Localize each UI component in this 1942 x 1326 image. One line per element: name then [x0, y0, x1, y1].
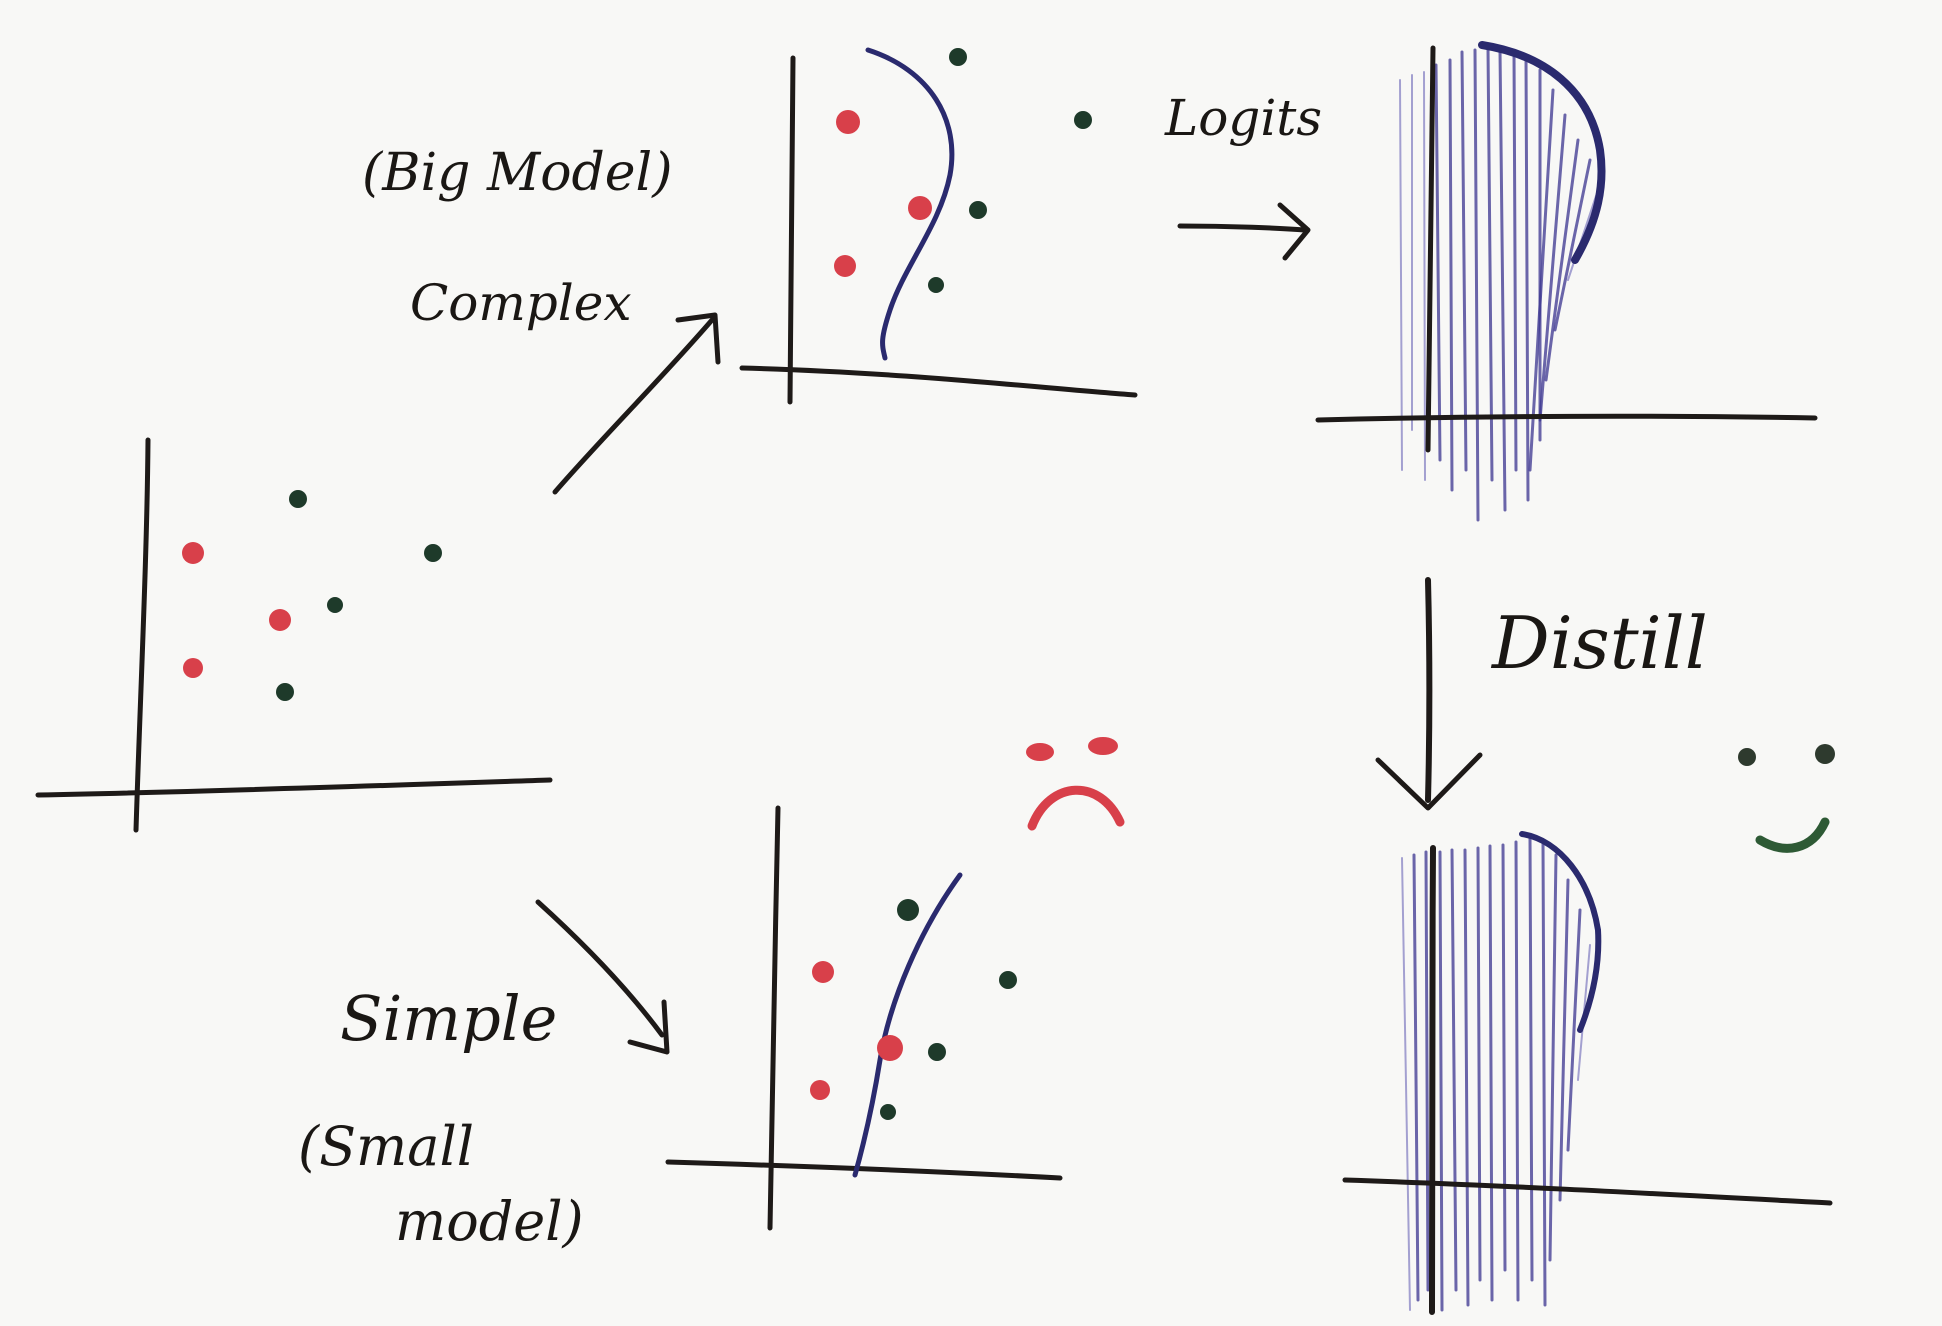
red-point	[810, 1080, 830, 1100]
decision-boundary-complex	[865, 47, 955, 361]
green-point	[1074, 111, 1092, 129]
red-point	[812, 961, 834, 983]
red-point	[182, 542, 204, 564]
y-axis	[133, 437, 151, 833]
y-axis	[1425, 45, 1436, 453]
arrow-logits	[1177, 202, 1311, 261]
green-point	[999, 971, 1017, 989]
y-axis	[767, 805, 781, 1231]
green-point	[928, 277, 944, 293]
red-point	[836, 110, 860, 134]
green-point	[969, 201, 987, 219]
x-axis	[1342, 1177, 1833, 1206]
logits-top-curve	[1478, 41, 1606, 264]
logits-top-curve	[1519, 831, 1602, 1033]
arrow-to-complex	[552, 312, 721, 495]
sad-face-icon	[1026, 737, 1125, 831]
small-model-label-line2: model)	[395, 1190, 584, 1253]
green-point	[424, 544, 442, 562]
red-point	[877, 1035, 903, 1061]
x-axis	[35, 777, 553, 798]
plot-logits-teacher	[1315, 41, 1818, 522]
big-model-label: (Big Model)	[362, 143, 672, 203]
green-point	[897, 899, 919, 921]
distill-label: Distill	[1490, 601, 1708, 685]
red-point	[834, 255, 856, 277]
plot-complex-model	[739, 47, 1138, 405]
green-point	[276, 683, 294, 701]
y-axis	[787, 55, 796, 405]
happy-face-icon	[1738, 744, 1835, 853]
simple-label: Simple	[340, 982, 557, 1055]
red-point	[908, 196, 932, 220]
arrow-distill	[1375, 577, 1483, 811]
plot-simple-model	[665, 805, 1063, 1231]
small-model-label-line1: (Small	[298, 1115, 474, 1178]
green-point	[289, 490, 307, 508]
x-axis	[739, 365, 1138, 398]
green-point	[928, 1043, 946, 1061]
x-axis	[665, 1159, 1063, 1181]
plot-raw-data	[35, 437, 553, 833]
arrow-to-simple	[535, 899, 670, 1055]
complex-label: Complex	[410, 274, 632, 332]
plot-logits-student	[1342, 831, 1833, 1315]
green-point	[880, 1104, 896, 1120]
x-axis	[1315, 413, 1818, 423]
logits-shading	[1401, 836, 1591, 1312]
green-point	[949, 48, 967, 66]
logits-shading	[1399, 46, 1599, 522]
logits-label: Logits	[1164, 89, 1322, 147]
red-point	[183, 658, 203, 678]
green-point	[327, 597, 343, 613]
y-axis	[1429, 845, 1436, 1315]
red-point	[269, 609, 291, 631]
